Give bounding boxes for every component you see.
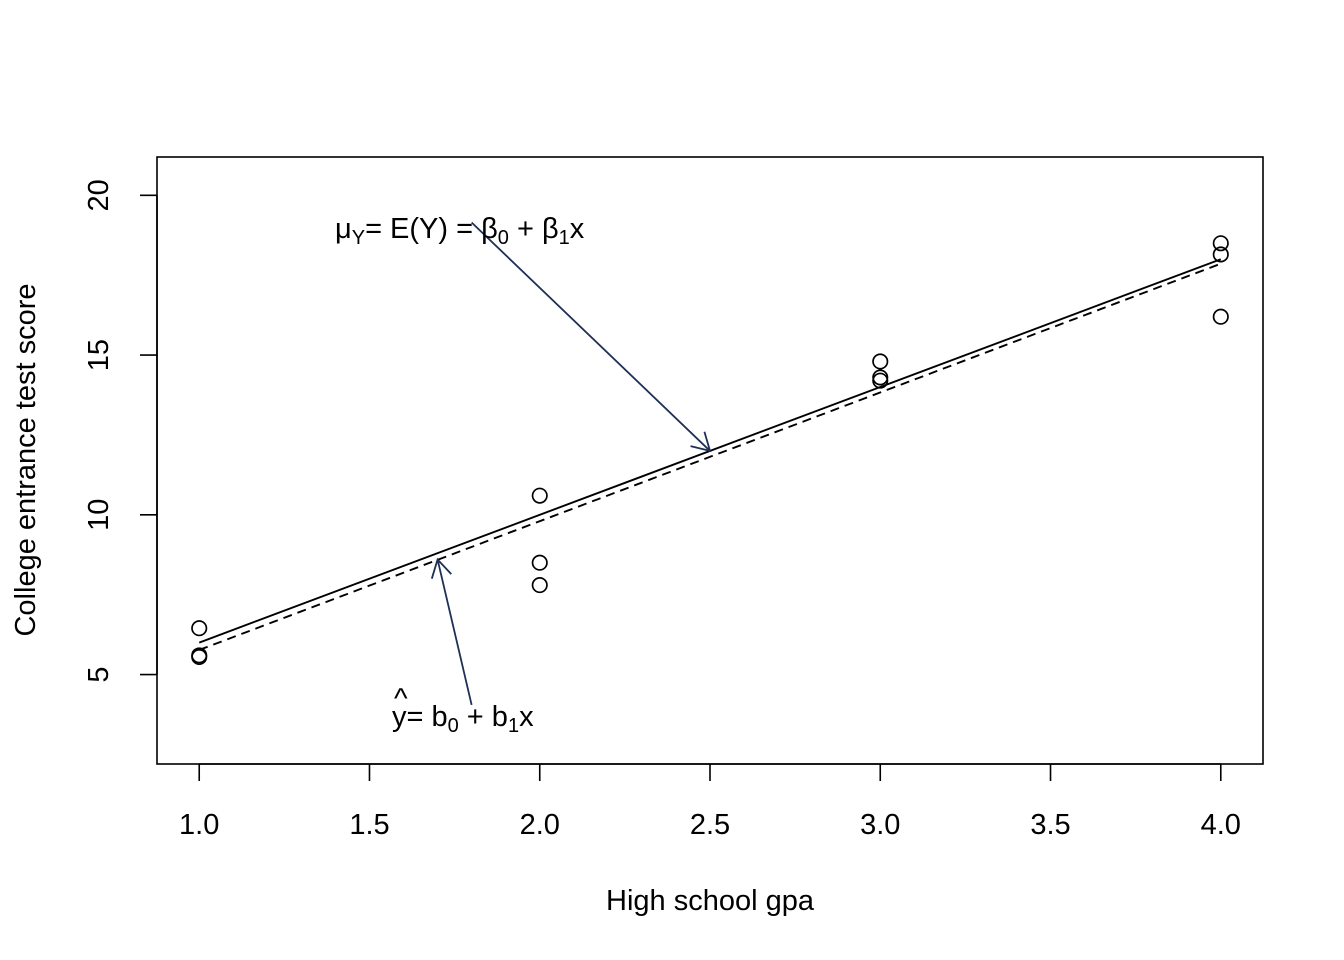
fitted-line: [198, 262, 1222, 651]
x-tick-label: 1.5: [349, 809, 389, 841]
x-axis-label: High school gpa: [606, 885, 815, 917]
y-tick-label: 15: [83, 339, 115, 371]
data-point: [1212, 246, 1229, 263]
anno-beta-1: β: [542, 213, 559, 245]
annotation-population-label: μY= E(Y) = β0 + β1x: [335, 213, 585, 249]
y-axis-label: College entrance test score: [10, 283, 42, 636]
x-tick-label: 2.5: [690, 809, 730, 841]
y-tick-label: 20: [83, 179, 115, 211]
x-tick-label: 1.0: [179, 809, 219, 841]
data-points: [191, 235, 1229, 666]
anno-beta-sub-0: 0: [498, 227, 509, 249]
anno-beta-sub-1: 1: [559, 227, 570, 249]
data-point: [872, 372, 889, 389]
anno-plus-b: + b: [459, 701, 508, 733]
regression-lines: [198, 258, 1222, 651]
y-tick-label: 5: [83, 666, 115, 682]
x-tick-label: 3.5: [1030, 809, 1070, 841]
anno-plus: +: [509, 213, 542, 245]
data-point: [191, 648, 208, 666]
anno-b-sub-1: 1: [508, 715, 519, 737]
plot-frame: [156, 156, 1264, 765]
data-point: [872, 369, 889, 386]
data-point: [531, 487, 548, 504]
data-point: [1212, 308, 1229, 325]
anno-x: x: [570, 213, 585, 245]
y-axis: 5 10 15 20: [83, 179, 158, 683]
annotation-sample-label: y= b0 + b1x: [392, 701, 534, 737]
anno-expectation: = E(Y) =: [365, 213, 481, 245]
arrow-population: [471, 221, 711, 452]
plot-area: [156, 156, 1264, 765]
data-point: [531, 554, 548, 571]
x-axis: 1.0 1.5 2.0 2.5 3.0 3.5 4.0: [179, 763, 1241, 841]
x-tick-label: 4.0: [1201, 809, 1241, 841]
anno-mu-sub: Y: [352, 227, 365, 249]
anno-yhat: y: [392, 701, 407, 733]
y-tick-label: 10: [83, 499, 115, 531]
anno-mu: μ: [335, 213, 352, 245]
arrowhead-population: [690, 431, 712, 453]
arrowhead-sample: [430, 557, 452, 579]
arrow-sample: [436, 559, 473, 706]
anno-b-sub-0: 0: [448, 715, 459, 737]
annotation-arrows: [430, 221, 712, 706]
annotation-sample-hat: ^: [394, 683, 408, 715]
x-tick-label: 3.0: [860, 809, 900, 841]
anno-beta: β: [481, 213, 498, 245]
data-point: [191, 620, 208, 637]
data-point: [531, 577, 548, 594]
x-tick-label: 2.0: [520, 809, 560, 841]
anno-x-2: x: [519, 701, 534, 733]
anno-eq-b: = b: [407, 701, 448, 733]
data-point: [1212, 235, 1229, 252]
data-point: [872, 353, 889, 370]
